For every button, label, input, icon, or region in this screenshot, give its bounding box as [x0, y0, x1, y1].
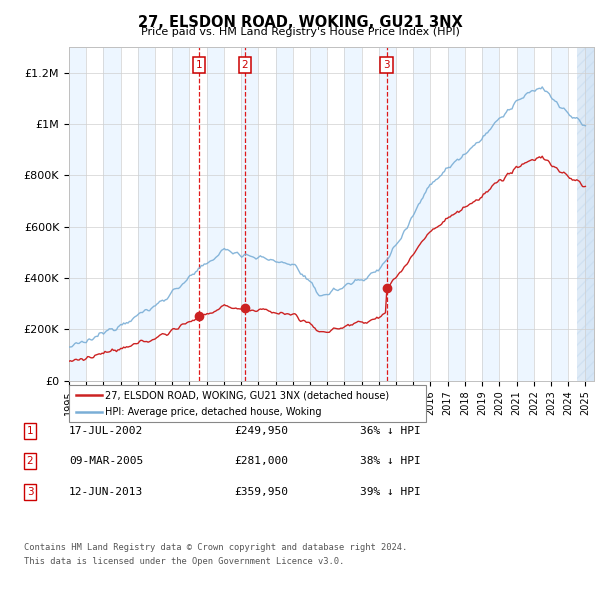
- Bar: [517, 47, 534, 381]
- Bar: [379, 47, 396, 381]
- Text: 3: 3: [26, 487, 34, 497]
- Text: 36% ↓ HPI: 36% ↓ HPI: [360, 426, 421, 435]
- Text: This data is licensed under the Open Government Licence v3.0.: This data is licensed under the Open Gov…: [24, 557, 344, 566]
- Bar: [344, 47, 362, 381]
- Bar: [577, 47, 594, 381]
- Text: Price paid vs. HM Land Registry's House Price Index (HPI): Price paid vs. HM Land Registry's House …: [140, 27, 460, 37]
- Text: Contains HM Land Registry data © Crown copyright and database right 2024.: Contains HM Land Registry data © Crown c…: [24, 543, 407, 552]
- Bar: [241, 47, 259, 381]
- Text: £249,950: £249,950: [234, 426, 288, 435]
- Bar: [172, 47, 190, 381]
- Text: 2: 2: [26, 457, 34, 466]
- Bar: [586, 47, 594, 381]
- Text: 17-JUL-2002: 17-JUL-2002: [69, 426, 143, 435]
- Text: 38% ↓ HPI: 38% ↓ HPI: [360, 457, 421, 466]
- Text: 27, ELSDON ROAD, WOKING, GU21 3NX (detached house): 27, ELSDON ROAD, WOKING, GU21 3NX (detac…: [105, 390, 389, 400]
- Text: 12-JUN-2013: 12-JUN-2013: [69, 487, 143, 497]
- Text: 1: 1: [196, 60, 202, 70]
- Text: 2: 2: [241, 60, 248, 70]
- Bar: [551, 47, 568, 381]
- Bar: [275, 47, 293, 381]
- Bar: [448, 47, 465, 381]
- Text: £281,000: £281,000: [234, 457, 288, 466]
- Text: £359,950: £359,950: [234, 487, 288, 497]
- Text: 09-MAR-2005: 09-MAR-2005: [69, 457, 143, 466]
- Bar: [310, 47, 327, 381]
- Bar: [103, 47, 121, 381]
- Text: 1: 1: [26, 426, 34, 435]
- Text: 39% ↓ HPI: 39% ↓ HPI: [360, 487, 421, 497]
- Text: 3: 3: [383, 60, 390, 70]
- Bar: [482, 47, 499, 381]
- Bar: [207, 47, 224, 381]
- Text: 27, ELSDON ROAD, WOKING, GU21 3NX: 27, ELSDON ROAD, WOKING, GU21 3NX: [137, 15, 463, 30]
- Text: HPI: Average price, detached house, Woking: HPI: Average price, detached house, Woki…: [105, 407, 322, 417]
- Bar: [138, 47, 155, 381]
- Bar: [69, 47, 86, 381]
- Bar: [413, 47, 430, 381]
